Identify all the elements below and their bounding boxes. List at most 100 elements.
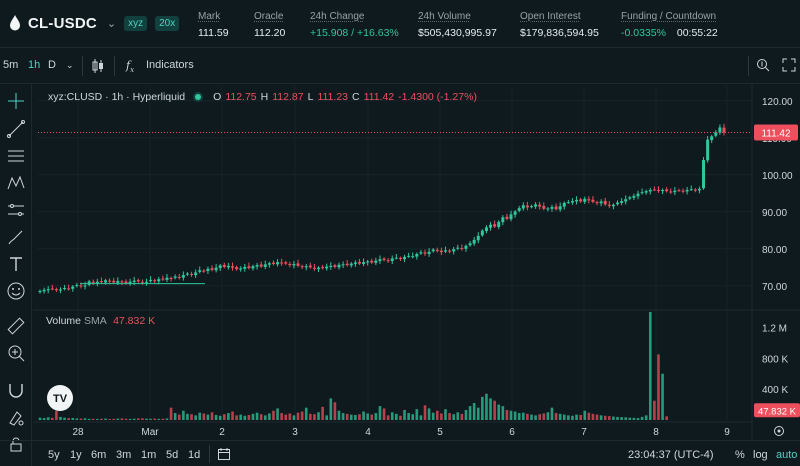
lock-drawing-icon[interactable]	[5, 406, 27, 428]
volume-bar	[194, 415, 197, 420]
volume-bar	[128, 418, 132, 420]
interval-1h[interactable]: 1h	[28, 59, 41, 71]
candle	[366, 261, 370, 263]
pattern-icon[interactable]	[5, 172, 27, 194]
candle	[87, 281, 91, 285]
volume-bar	[583, 410, 587, 420]
range-1y[interactable]: 1y	[70, 449, 82, 461]
candle	[464, 245, 468, 249]
volume-bar	[395, 413, 398, 420]
text-icon[interactable]	[5, 253, 27, 275]
stat-label: 24h Change	[310, 11, 365, 22]
stat-mark: Mark 111.59	[198, 11, 229, 39]
range-1d[interactable]: 1d	[188, 449, 201, 461]
indicators-icon[interactable]: fx	[126, 59, 135, 75]
emoji-icon[interactable]	[5, 280, 27, 302]
candle	[91, 281, 95, 283]
axis-settings-icon[interactable]	[774, 426, 784, 436]
volume-bar	[116, 418, 120, 420]
volume-bar	[198, 412, 202, 420]
volume-bar	[517, 413, 521, 420]
volume-bar	[71, 417, 75, 420]
low-value: 111.23	[317, 91, 348, 103]
volume-bar	[575, 414, 578, 420]
log-toggle[interactable]: log	[753, 449, 768, 461]
volume-bar	[370, 414, 374, 420]
interval-5m[interactable]: 5m	[3, 59, 19, 71]
candle	[476, 235, 480, 241]
candle	[321, 267, 325, 269]
volume-bar	[243, 415, 247, 420]
candle	[116, 280, 120, 283]
brush-icon[interactable]	[5, 226, 27, 248]
pair-selector[interactable]: CL-USDC ⌄ xyz 20x	[8, 14, 180, 32]
candle	[542, 206, 546, 209]
candle	[128, 281, 132, 284]
funding-countdown: 00:55:22	[676, 27, 718, 39]
range-5y[interactable]: 5y	[48, 449, 60, 461]
interval-chevron-icon[interactable]: ⌄	[66, 60, 74, 70]
candle	[706, 139, 710, 161]
calendar-icon[interactable]	[217, 447, 231, 461]
candle	[669, 191, 673, 193]
fullscreen-icon[interactable]	[782, 58, 796, 72]
volume-bar	[104, 418, 107, 420]
screenshot-settings-icon[interactable]	[756, 58, 770, 72]
candle	[460, 248, 464, 250]
indicators-button[interactable]: Indicators	[146, 59, 194, 71]
volume-bar	[444, 409, 447, 420]
trend-line-icon[interactable]	[5, 118, 27, 140]
candle	[296, 263, 300, 266]
time-tick-label: Mar	[141, 427, 159, 438]
candle	[144, 281, 148, 283]
volume-bar	[452, 414, 455, 420]
volume-bar	[653, 400, 656, 420]
ohlc-legend: xyz:CLUSD · 1h · Hyperliquid O 112.75 H 11…	[48, 91, 477, 103]
range-5d[interactable]: 5d	[166, 449, 179, 461]
candle	[263, 264, 267, 267]
volume-bar	[345, 413, 349, 420]
candle	[161, 278, 165, 280]
volume-bar	[91, 418, 95, 420]
auto-toggle[interactable]: auto	[776, 449, 798, 461]
candle	[325, 266, 329, 269]
time-tick-label: 28	[72, 427, 84, 438]
candle	[390, 258, 394, 262]
price-tick-label: 80.00	[762, 245, 787, 256]
candle	[247, 266, 251, 269]
candle	[575, 199, 579, 202]
volume-bar	[59, 416, 62, 420]
leverage-badge: 20x	[155, 15, 180, 31]
percent-toggle[interactable]: %	[735, 449, 745, 461]
magnet-icon[interactable]	[5, 379, 27, 401]
volume-bar	[423, 405, 427, 420]
chevron-down-icon[interactable]: ⌄	[106, 17, 117, 30]
candle	[710, 136, 714, 141]
candles-icon[interactable]	[91, 58, 105, 74]
stat-value: 111.59	[198, 27, 229, 39]
ruler-icon[interactable]	[5, 315, 27, 337]
candle	[722, 127, 726, 133]
volume-bar	[190, 414, 193, 420]
volume-bar	[448, 413, 451, 420]
candle	[566, 202, 570, 204]
range-1m[interactable]: 1m	[141, 449, 157, 461]
clock[interactable]: 23:04:37 (UTC-4)	[628, 449, 714, 461]
crosshair-icon[interactable]	[5, 90, 27, 112]
volume-bar	[210, 412, 214, 420]
zoom-in-icon[interactable]	[5, 342, 27, 364]
range-6m[interactable]: 6m	[91, 449, 107, 461]
volume-bar	[513, 411, 517, 420]
range-3m[interactable]: 3m	[116, 449, 132, 461]
candle	[583, 198, 587, 202]
stat-funding: Funding / Countdown -0.0335% 00:55:22	[621, 11, 718, 39]
candle	[362, 262, 366, 264]
measure-icon[interactable]	[5, 199, 27, 221]
interval-d[interactable]: D	[48, 59, 56, 71]
close-label: C	[352, 91, 360, 103]
horizontal-lines-icon[interactable]	[5, 145, 27, 167]
candle	[489, 224, 493, 228]
volume-bar	[202, 413, 206, 420]
volume-bar	[325, 415, 329, 420]
candle	[173, 276, 177, 278]
